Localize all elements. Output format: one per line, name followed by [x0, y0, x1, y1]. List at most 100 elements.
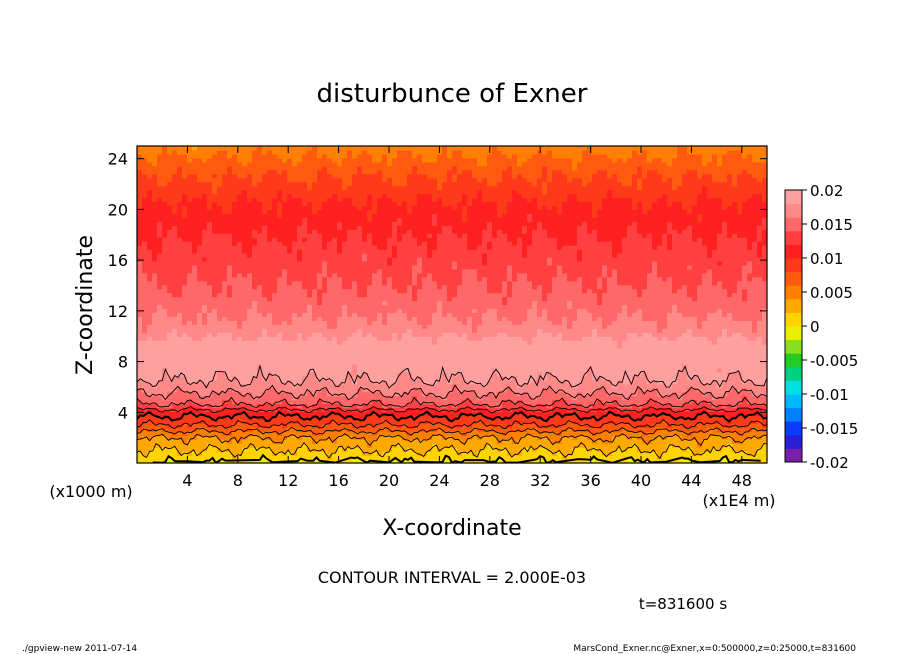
field-cell: [632, 447, 638, 452]
field-cell: [202, 332, 208, 337]
field-cell: [722, 348, 728, 353]
field-cell: [172, 308, 178, 314]
field-cell: [412, 371, 418, 377]
field-cell: [137, 371, 143, 377]
field-cell: [702, 308, 708, 314]
field-cell: [227, 411, 233, 417]
field-cell: [262, 447, 268, 452]
field-cell: [662, 431, 668, 436]
field-cell: [322, 356, 328, 361]
field-cell: [437, 324, 443, 329]
field-cell: [502, 367, 508, 373]
field-cell: [707, 316, 713, 321]
field-cell: [437, 328, 443, 333]
field-cell: [757, 387, 763, 393]
field-cell: [137, 415, 143, 421]
field-cell: [362, 316, 368, 321]
field-cell: [697, 328, 703, 333]
field-cell: [352, 328, 358, 333]
field-cell: [282, 411, 288, 417]
field-cell: [577, 320, 583, 325]
field-cell: [517, 344, 523, 349]
field-cell: [467, 415, 473, 421]
field-cell: [512, 423, 518, 428]
field-cell: [247, 371, 253, 377]
field-cell: [482, 348, 488, 353]
field-cell: [652, 427, 658, 432]
field-cell: [242, 371, 248, 377]
field-cell: [482, 312, 488, 317]
field-cell: [512, 304, 518, 310]
field-cell: [702, 375, 708, 381]
field-cell: [672, 383, 678, 389]
field-cell: [762, 324, 767, 329]
field-cell: [437, 435, 443, 440]
field-cell: [427, 363, 433, 369]
field-cell: [512, 363, 518, 369]
field-cell: [382, 308, 388, 314]
field-cell: [517, 395, 523, 401]
field-cell: [267, 399, 273, 405]
field-cell: [417, 415, 423, 421]
field-cell: [392, 356, 398, 361]
field-cell: [187, 431, 193, 436]
field-cell: [217, 407, 223, 413]
field-cell: [647, 359, 653, 365]
field-cell: [647, 423, 653, 428]
field-cell: [152, 348, 158, 353]
field-cell: [607, 332, 613, 337]
field-cell: [652, 435, 658, 440]
field-cell: [757, 455, 763, 460]
field-cell: [562, 395, 568, 401]
field-cell: [587, 356, 593, 361]
field-cell: [512, 320, 518, 325]
field-cell: [567, 403, 573, 409]
field-cell: [147, 435, 153, 440]
field-cell: [697, 455, 703, 460]
field-cell: [727, 320, 733, 325]
field-cell: [347, 352, 353, 357]
field-cell: [177, 399, 183, 405]
field-cell: [237, 415, 243, 421]
field-cell: [247, 375, 253, 381]
field-cell: [332, 431, 338, 436]
field-cell: [672, 407, 678, 413]
field-cell: [612, 375, 618, 381]
field-cell: [292, 336, 298, 341]
field-cell: [362, 399, 368, 405]
field-cell: [407, 399, 413, 405]
field-cell: [197, 447, 203, 452]
field-cell: [227, 344, 233, 349]
field-cell: [447, 379, 453, 385]
field-cell: [177, 348, 183, 353]
field-cell: [432, 367, 438, 373]
field-cell: [282, 336, 288, 341]
field-cell: [632, 439, 638, 444]
field-cell: [512, 383, 518, 389]
field-cell: [587, 399, 593, 405]
field-cell: [547, 379, 553, 385]
field-cell: [147, 395, 153, 401]
field-cell: [212, 379, 218, 385]
field-cell: [142, 399, 148, 405]
field-cell: [302, 328, 308, 333]
field-cell: [582, 363, 588, 369]
field-cell: [652, 455, 658, 460]
field-cell: [647, 435, 653, 440]
field-cell: [642, 407, 648, 413]
field-cell: [177, 356, 183, 361]
field-cell: [612, 356, 618, 361]
field-cell: [727, 411, 733, 417]
field-cell: [502, 363, 508, 369]
field-cell: [512, 308, 518, 314]
field-cell: [667, 387, 673, 393]
field-cell: [692, 443, 698, 448]
field-cell: [307, 455, 313, 460]
field-cell: [742, 308, 748, 314]
field-cell: [447, 371, 453, 377]
field-cell: [192, 451, 198, 456]
field-cell: [312, 403, 318, 409]
field-cell: [237, 455, 243, 460]
field-cell: [707, 379, 713, 385]
field-cell: [472, 332, 478, 337]
